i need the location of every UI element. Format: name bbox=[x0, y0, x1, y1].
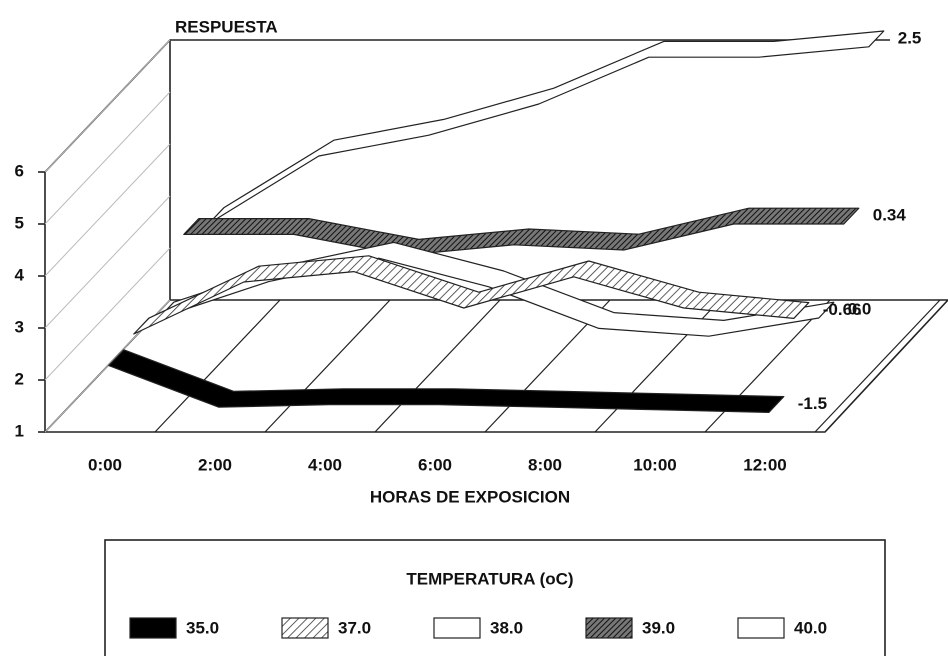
x-tick-label: 2:00 bbox=[198, 455, 232, 474]
x-tick-label: 12:00 bbox=[743, 455, 786, 474]
y-axis-title: RESPUESTA bbox=[175, 17, 278, 36]
y-tick-label: 4 bbox=[15, 265, 25, 284]
end-label: -1.5 bbox=[798, 394, 827, 413]
end-label: 0.34 bbox=[873, 206, 907, 225]
legend-label: 39.0 bbox=[642, 618, 675, 637]
axis-frame bbox=[44, 172, 948, 433]
legend-label: 35.0 bbox=[186, 618, 219, 637]
wall-tick bbox=[44, 195, 171, 329]
legend-label: 40.0 bbox=[794, 618, 827, 637]
ribbon bbox=[133, 255, 810, 335]
x-tick-label: 6:00 bbox=[418, 455, 452, 474]
x-axis-title: HORAS DE EXPOSICION bbox=[370, 487, 570, 506]
y-tick-label: 5 bbox=[15, 213, 24, 232]
floor-grid bbox=[154, 299, 281, 433]
end-label: -0.66 bbox=[823, 300, 862, 319]
wall-tick bbox=[44, 247, 171, 381]
floor-grid bbox=[264, 299, 391, 433]
x-tick-label: 4:00 bbox=[308, 455, 342, 474]
ribbon bbox=[208, 30, 885, 225]
end-label: 0.0 bbox=[848, 300, 872, 319]
ribbon bbox=[108, 349, 785, 413]
legend-title: TEMPERATURA (oC) bbox=[406, 569, 573, 588]
end-label: 2.5 bbox=[898, 28, 922, 47]
legend-label: 37.0 bbox=[338, 618, 371, 637]
x-tick-label: 8:00 bbox=[528, 455, 562, 474]
x-tick-label: 10:00 bbox=[633, 455, 676, 474]
legend-swatch bbox=[129, 617, 177, 639]
floor-grid bbox=[374, 299, 501, 433]
legend-box bbox=[104, 539, 886, 656]
y-tick-label: 3 bbox=[15, 317, 24, 336]
floor-grid bbox=[814, 299, 941, 433]
legend-swatch bbox=[585, 617, 633, 639]
wall-tick bbox=[44, 143, 171, 277]
y-tick-label: 1 bbox=[15, 421, 24, 440]
ribbon bbox=[183, 207, 860, 256]
wall-tick bbox=[44, 39, 171, 173]
legend-swatch bbox=[433, 617, 481, 639]
x-tick-label: 0:00 bbox=[88, 455, 122, 474]
legend-swatch bbox=[281, 617, 329, 639]
y-tick-label: 6 bbox=[15, 161, 24, 180]
wall-top bbox=[44, 39, 890, 173]
legend-swatch bbox=[737, 617, 785, 639]
legend-label: 38.0 bbox=[490, 618, 523, 637]
y-tick-label: 2 bbox=[15, 369, 24, 388]
wall-tick bbox=[44, 91, 171, 225]
